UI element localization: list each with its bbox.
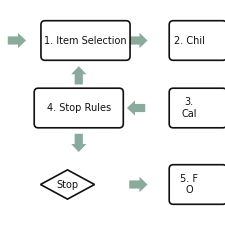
Text: 5. F
O: 5. F O (180, 174, 198, 195)
Polygon shape (129, 177, 148, 192)
Polygon shape (129, 33, 148, 48)
Text: 2. Chil: 2. Chil (173, 36, 205, 45)
FancyBboxPatch shape (41, 21, 130, 60)
FancyBboxPatch shape (169, 165, 225, 204)
Polygon shape (127, 100, 145, 116)
Polygon shape (71, 134, 86, 152)
Text: 3.
Cal: 3. Cal (181, 97, 197, 119)
Text: 4. Stop Rules: 4. Stop Rules (47, 103, 111, 113)
Polygon shape (8, 33, 26, 48)
FancyBboxPatch shape (34, 88, 123, 128)
Polygon shape (40, 170, 94, 199)
FancyBboxPatch shape (169, 88, 225, 128)
Text: 1. Item Selection: 1. Item Selection (44, 36, 127, 45)
FancyBboxPatch shape (169, 21, 225, 60)
Text: Stop: Stop (56, 180, 79, 189)
Polygon shape (71, 66, 86, 84)
